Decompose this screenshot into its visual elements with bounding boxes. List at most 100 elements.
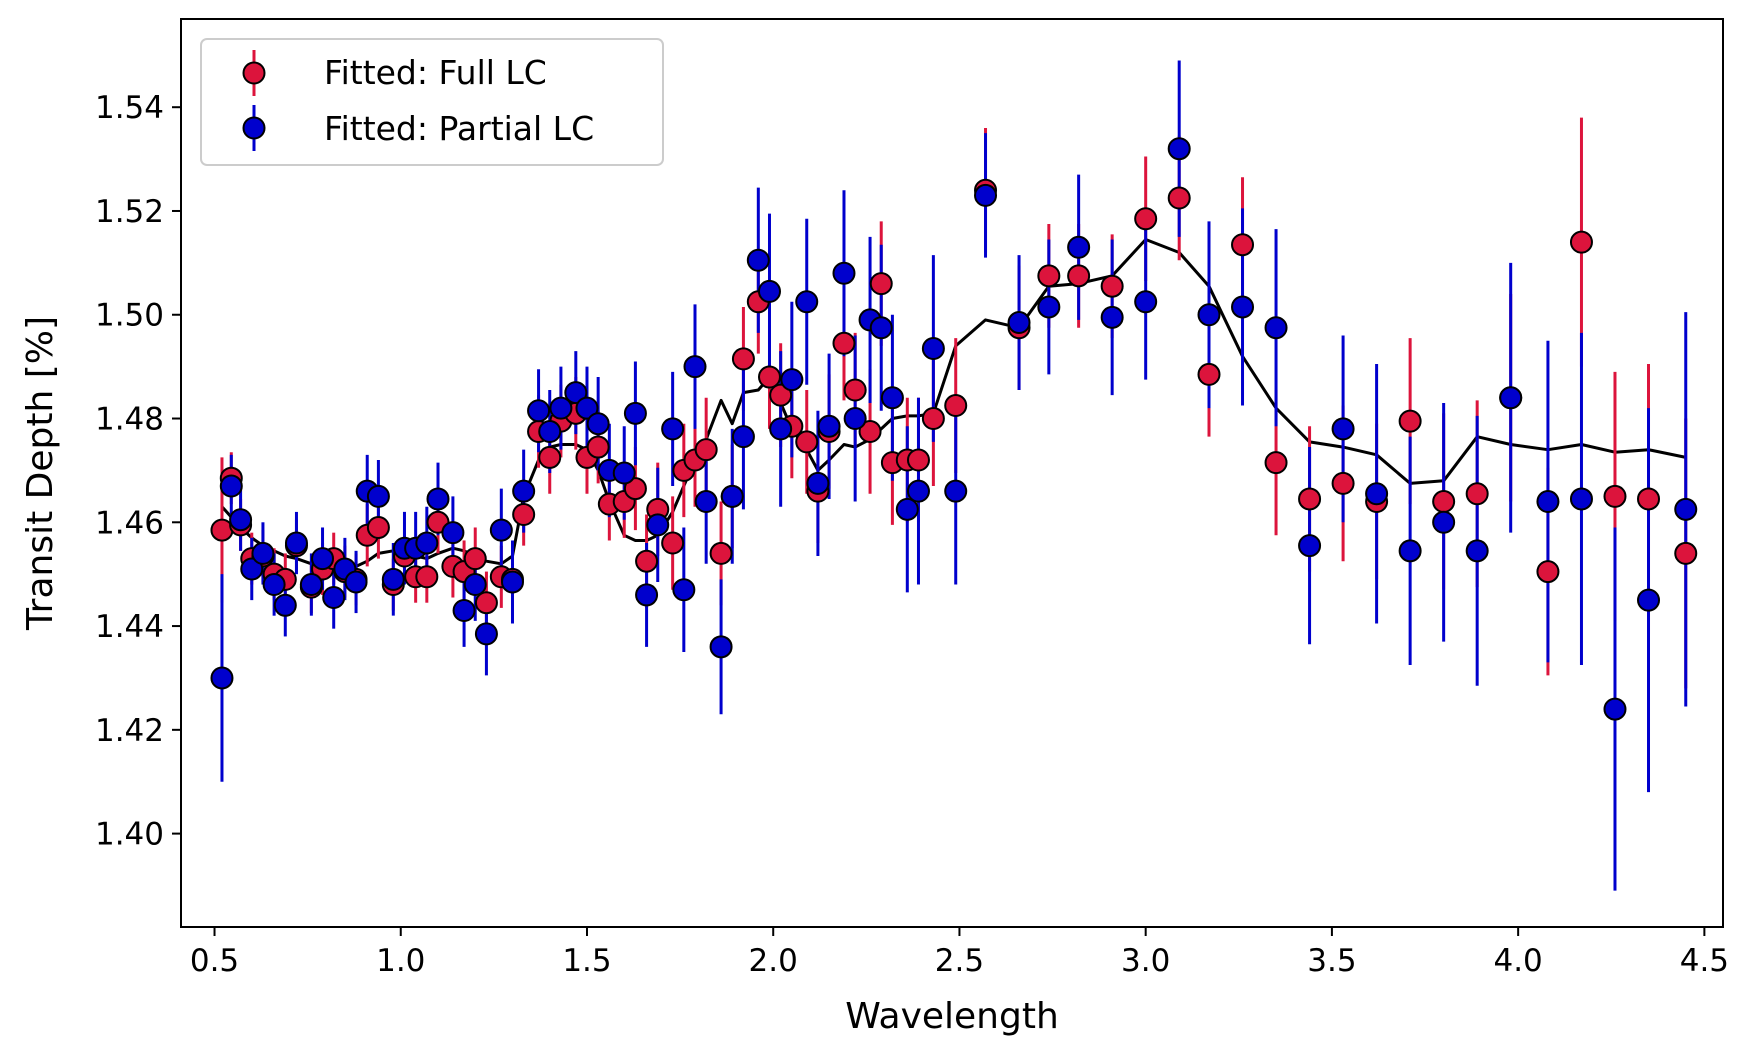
y-tick-label: 1.44 xyxy=(95,609,164,645)
y-tick-label: 1.52 xyxy=(95,194,164,230)
partial-lc-point xyxy=(623,401,647,425)
partial-lc-point xyxy=(1134,290,1158,314)
y-tick-label: 1.54 xyxy=(95,90,164,126)
partial-lc-point xyxy=(1067,235,1091,259)
partial-lc-point xyxy=(1007,311,1031,335)
partial-lc-point xyxy=(683,355,707,379)
y-axis: 1.40 1.42 1.44 1.46 1.48 1.50 1.52 1.54 xyxy=(95,90,181,853)
full-lc-point xyxy=(906,448,930,472)
partial-lc-point xyxy=(1331,417,1355,441)
full-lc-point xyxy=(538,445,562,469)
partial-lc-point xyxy=(441,521,465,545)
partial-lc-point xyxy=(415,531,439,555)
partial-lc-point xyxy=(311,547,335,571)
full-lc-point xyxy=(474,591,498,615)
partial-lc-point xyxy=(366,484,390,508)
partial-lc-point xyxy=(549,396,573,420)
full-lc-point xyxy=(463,547,487,571)
full-lc-point xyxy=(731,347,755,371)
full-lc-point xyxy=(694,438,718,462)
full-lc-point xyxy=(1674,541,1698,565)
partial-lc-point xyxy=(694,490,718,514)
partial-lc-point xyxy=(1365,482,1389,506)
y-tick-label: 1.42 xyxy=(95,713,164,749)
full-lc-point xyxy=(635,549,659,573)
partial-lc-point xyxy=(463,573,487,597)
full-lc-point xyxy=(832,331,856,355)
x-axis: 0.5 1.0 1.5 2.0 2.5 3.0 3.5 4.0 4.5 xyxy=(190,927,1729,979)
full-lc-point xyxy=(1331,471,1355,495)
y-axis-title: Transit Depth [%] xyxy=(20,316,61,631)
partial-lc-point xyxy=(1432,510,1456,534)
full-lc-point xyxy=(512,503,536,527)
partial-lc-point xyxy=(612,461,636,485)
partial-lc-point xyxy=(709,635,733,659)
full-lc-point xyxy=(1197,362,1221,386)
partial-lc-point xyxy=(661,417,685,441)
partial-lc-point xyxy=(1465,539,1489,563)
partial-lc-point xyxy=(452,598,476,622)
partial-lc-point xyxy=(1499,386,1523,410)
partial-lc-point xyxy=(1569,487,1593,511)
x-tick-label: 1.0 xyxy=(376,943,425,979)
partial-lc-point xyxy=(240,557,264,581)
x-tick-label: 1.5 xyxy=(562,943,611,979)
x-tick-label: 2.0 xyxy=(749,943,798,979)
full-lc-point xyxy=(1037,264,1061,288)
full-lc-point xyxy=(795,430,819,454)
legend-box xyxy=(200,38,664,166)
partial-lc-point xyxy=(1197,303,1221,327)
x-tick-label: 4.0 xyxy=(1493,943,1542,979)
full-lc-point xyxy=(869,272,893,296)
partial-lc-point xyxy=(1536,490,1560,514)
legend-partial-lc-label: Fitted: Partial LC xyxy=(324,109,594,148)
full-lc-point xyxy=(1100,274,1124,298)
legend-entry-partial-lc: Fitted: Partial LC xyxy=(242,105,594,151)
partial-lc-point xyxy=(806,471,830,495)
partial-lc-point xyxy=(284,531,308,555)
partial-lc-point xyxy=(1100,305,1124,329)
partial-lc-point xyxy=(757,279,781,303)
full-lc-point xyxy=(1432,490,1456,514)
partial-lc-point xyxy=(586,412,610,436)
partial-lc-point xyxy=(219,474,243,498)
full-lc-point xyxy=(769,383,793,407)
partial-lc-point xyxy=(880,386,904,410)
partial-lc-point xyxy=(564,381,588,405)
partial-lc-point xyxy=(1037,295,1061,319)
y-tick-label: 1.40 xyxy=(95,817,164,853)
partial-lc-point xyxy=(251,541,275,565)
full-lc-point xyxy=(586,435,610,459)
full-lc-point xyxy=(1569,230,1593,254)
partial-lc-point xyxy=(299,573,323,597)
partial-lc-point xyxy=(229,508,253,532)
partial-lc-point xyxy=(895,497,919,521)
partial-lc-point xyxy=(921,336,945,360)
full-lc-point xyxy=(1264,451,1288,475)
partial-lc-point xyxy=(635,583,659,607)
partial-lc-point xyxy=(817,414,841,438)
full-lc-point xyxy=(1465,482,1489,506)
partial-lc-point xyxy=(769,417,793,441)
full-lc-point xyxy=(757,365,781,389)
partial-lc-point xyxy=(474,622,498,646)
full-lc-point xyxy=(1134,207,1158,231)
partial-lc-point xyxy=(500,570,524,594)
partial-lc-point xyxy=(672,578,696,602)
partial-lc-point xyxy=(575,396,599,420)
full-lc-point xyxy=(858,419,882,443)
full-lc-point xyxy=(1067,264,1091,288)
partial-lc-point xyxy=(1264,316,1288,340)
full-lc-point xyxy=(944,394,968,418)
partial-lc-point xyxy=(381,567,405,591)
partial-lc-point xyxy=(538,419,562,443)
x-tick-label: 2.5 xyxy=(935,943,984,979)
full-lc-point xyxy=(1398,409,1422,433)
legend-full-lc-marker xyxy=(242,61,266,85)
partial-lc-point xyxy=(262,573,286,597)
partial-lc-point xyxy=(1603,697,1627,721)
y-tick-label: 1.50 xyxy=(95,298,164,334)
partial-lc-point xyxy=(273,593,297,617)
partial-lc-point xyxy=(746,248,770,272)
full-lc-point xyxy=(1167,186,1191,210)
